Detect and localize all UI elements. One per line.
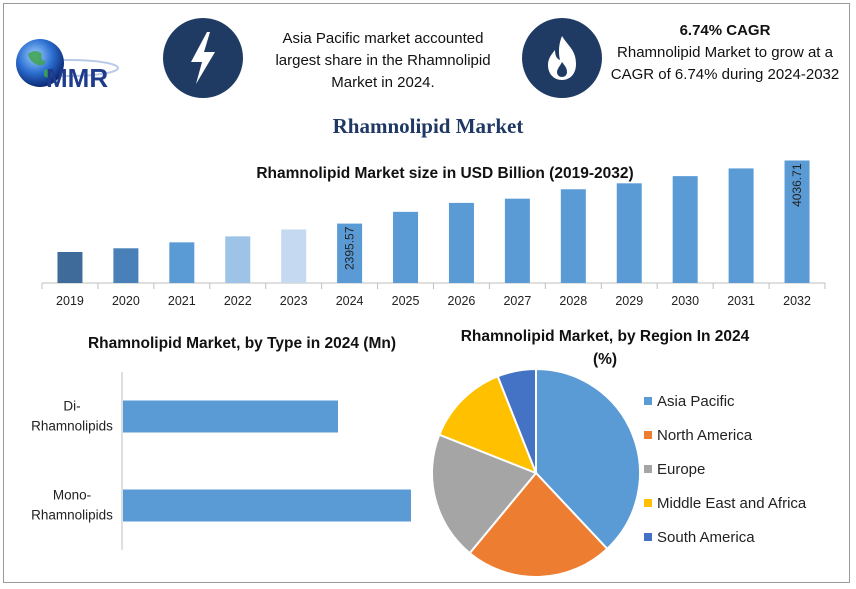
y-tick-label-0: Di-Rhamnolipids <box>31 399 113 434</box>
legend-swatch-europe <box>644 465 652 473</box>
type-chart-title: Rhamnolipid Market, by Type in 2024 (Mn) <box>87 335 397 352</box>
x-tick-label-2022: 2022 <box>224 294 252 308</box>
bar-2028 <box>560 189 586 283</box>
bar-2019 <box>57 252 83 283</box>
legend-swatch-south-america <box>644 533 652 541</box>
legend-swatch-asia-pacific <box>644 397 652 405</box>
data-label-2024: 2395.57 <box>343 226 357 270</box>
x-tick-label-2030: 2030 <box>671 294 699 308</box>
bar-2029 <box>616 183 642 283</box>
pie-slice-europe <box>431 433 538 555</box>
bar-2026 <box>448 202 474 283</box>
legend-label-asia-pacific: Asia Pacific <box>657 393 735 410</box>
flame-icon <box>522 18 602 98</box>
legend-label-south-america: South America <box>657 529 755 546</box>
mmr-logo: MMR <box>10 30 160 100</box>
legend-label-north-america: North America <box>657 427 753 444</box>
x-tick-label-2023: 2023 <box>280 294 308 308</box>
legend-swatch-north-america <box>644 431 652 439</box>
bar-2021 <box>169 242 195 283</box>
cagr-info: 6.74% CAGR Rhamnolipid Market to grow at… <box>600 20 850 86</box>
legend-label-middle-east-and-africa: Middle East and Africa <box>657 495 807 512</box>
x-tick-label-2024: 2024 <box>336 294 364 308</box>
legend-label-europe: Europe <box>657 461 705 478</box>
x-tick-label-2027: 2027 <box>503 294 531 308</box>
x-tick-label-2021: 2021 <box>168 294 196 308</box>
data-label-2032: 4036.71 <box>790 163 804 207</box>
cagr-text: Rhamnolipid Market to grow at a CAGR of … <box>610 44 840 83</box>
market-size-chart-title: Rhamnolipid Market size in USD Billion (… <box>256 165 634 182</box>
page-title: Rhamnolipid Market <box>332 114 524 138</box>
bar-Di-Rhamnolipids <box>123 400 338 433</box>
bar-2020 <box>113 248 139 283</box>
x-tick-label-2029: 2029 <box>615 294 643 308</box>
bar-2031 <box>728 168 754 283</box>
bar-2022 <box>225 236 251 283</box>
cagr-title: 6.74% CAGR <box>679 22 771 39</box>
region-chart-title: Rhamnolipid Market, by Region In 2024 (%… <box>460 328 750 368</box>
x-tick-label-2020: 2020 <box>112 294 140 308</box>
bar-Mono-Rhamnolipids <box>123 489 411 522</box>
x-tick-label-2025: 2025 <box>392 294 420 308</box>
globe-icon: MMR <box>16 39 119 93</box>
asia-pacific-share-text: Asia Pacific market accounted largest sh… <box>275 30 491 91</box>
x-tick-label-2026: 2026 <box>448 294 476 308</box>
pie-slice-north-america <box>468 471 609 578</box>
x-tick-label-2032: 2032 <box>783 294 811 308</box>
x-tick-label-2028: 2028 <box>559 294 587 308</box>
bar-2024 <box>337 223 363 283</box>
pie-slice-middle-east-and-africa <box>438 375 538 475</box>
pie-slice-south-america <box>496 367 537 474</box>
bar-2023 <box>281 229 307 283</box>
x-tick-label-2031: 2031 <box>727 294 755 308</box>
infographic-frame <box>3 3 850 583</box>
bar-2025 <box>393 211 419 283</box>
svg-text:MMR: MMR <box>46 63 108 93</box>
y-tick-label-1: Mono-Rhamnolipids <box>31 488 113 523</box>
lightning-bolt-icon <box>163 18 243 98</box>
bar-2027 <box>504 198 530 283</box>
bar-2032 <box>784 160 810 283</box>
legend-swatch-middle-east-and-africa <box>644 499 652 507</box>
bar-2030 <box>672 176 698 283</box>
pie-slice-asia-pacific <box>535 367 641 551</box>
x-tick-label-2019: 2019 <box>56 294 84 308</box>
